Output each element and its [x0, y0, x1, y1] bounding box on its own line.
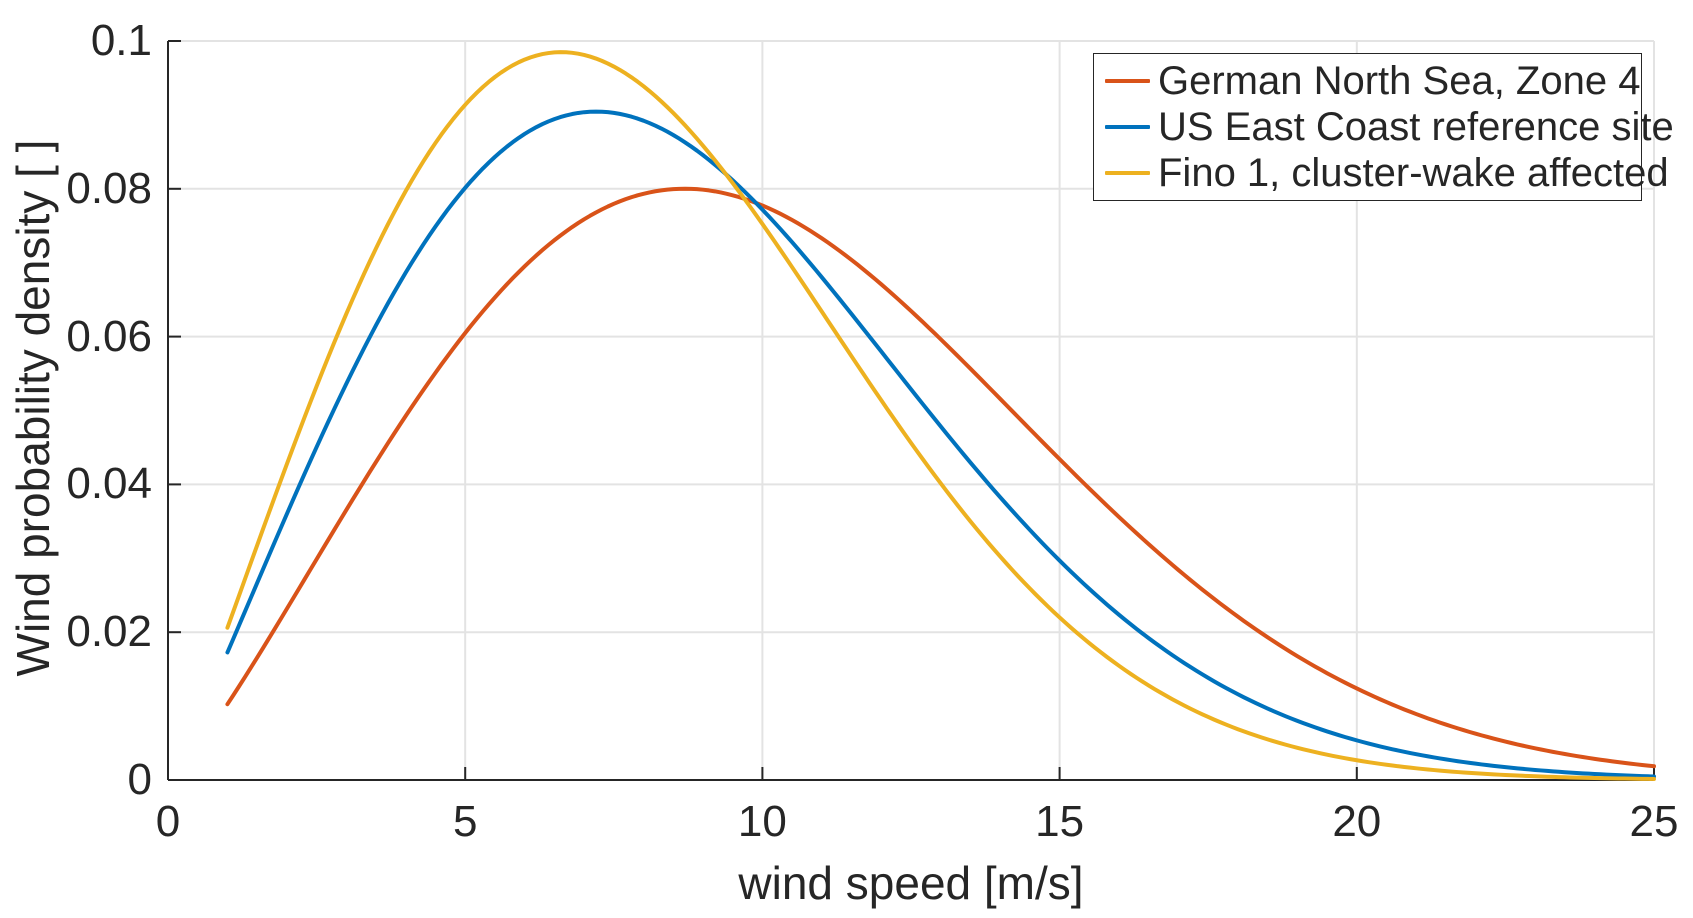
legend-line-sample [1105, 125, 1150, 129]
x-tick-label: 15 [1035, 797, 1085, 846]
x-tick-label: 25 [1629, 797, 1679, 846]
legend-item: German North Sea, Zone 4 [1094, 58, 1641, 104]
legend: German North Sea, Zone 4 US East Coast r… [1093, 53, 1674, 201]
y-tick-label: 0.08 [66, 163, 152, 213]
x-axis-label: wind speed [m/s] [738, 857, 1084, 909]
y-tick-label: 0.06 [66, 311, 152, 361]
legend-label: US East Coast reference site [1158, 104, 1674, 149]
x-tick-label: 5 [452, 797, 478, 846]
y-tick-label: 0.04 [66, 459, 152, 509]
legend-item: Fino 1, cluster-wake affected [1094, 150, 1669, 196]
legend-line-sample [1105, 171, 1150, 175]
y-tick-label: 0.1 [90, 16, 152, 65]
series-curve [225, 186, 1656, 769]
legend-item: US East Coast reference site [1094, 104, 1674, 150]
series-curve [225, 109, 1656, 779]
y-tick-label: 0.02 [66, 607, 152, 657]
y-tick-label: 0 [127, 755, 152, 804]
x-tick-label: 10 [737, 797, 787, 846]
legend-line-sample [1105, 79, 1150, 83]
x-tick-label: 20 [1332, 797, 1382, 846]
y-axis-label: Wind probability density [ ] [7, 139, 59, 677]
series-curve [225, 50, 1656, 781]
x-tick-label: 0 [155, 797, 181, 846]
legend-label: German North Sea, Zone 4 [1158, 58, 1641, 103]
legend-label: Fino 1, cluster-wake affected [1158, 150, 1669, 195]
